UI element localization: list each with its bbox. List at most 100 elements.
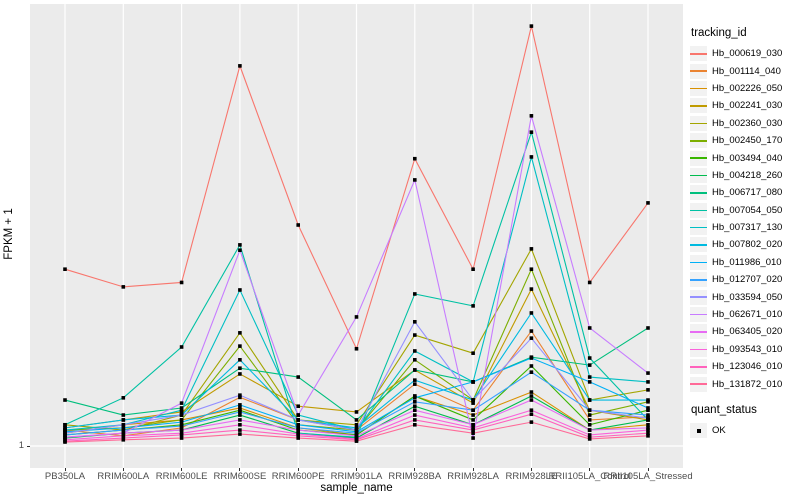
data-point bbox=[413, 349, 417, 353]
legend-line-swatch-icon bbox=[690, 359, 707, 375]
data-point bbox=[238, 248, 242, 252]
legend-line-swatch-icon bbox=[690, 324, 707, 340]
x-tick-label-RRIM928LA: RRIM928LA bbox=[447, 471, 499, 482]
legend-quant-status: quant_status OK bbox=[690, 404, 800, 439]
data-point bbox=[238, 428, 242, 432]
data-point bbox=[296, 418, 300, 422]
legend-line-swatch-icon bbox=[690, 272, 707, 288]
legend-title-quant-status: quant_status bbox=[691, 403, 757, 416]
data-point bbox=[646, 416, 650, 420]
data-point bbox=[471, 401, 475, 405]
data-point bbox=[238, 395, 242, 400]
data-point bbox=[529, 398, 534, 402]
legend-item-label: Hb_131872_010 bbox=[712, 378, 783, 390]
data-point bbox=[529, 356, 534, 360]
data-point bbox=[529, 329, 534, 333]
data-point bbox=[471, 380, 475, 384]
data-point bbox=[121, 431, 126, 435]
data-point bbox=[63, 267, 67, 271]
data-point bbox=[587, 408, 592, 412]
data-point bbox=[354, 431, 359, 435]
legend-line-swatch-icon bbox=[690, 341, 707, 357]
legend-item-label: Hb_062671_010 bbox=[712, 309, 783, 321]
data-point bbox=[354, 428, 359, 432]
legend-item-label: Hb_002360_030 bbox=[712, 117, 783, 129]
legend-item-label: Hb_000619_030 bbox=[712, 48, 783, 60]
data-point bbox=[587, 428, 592, 432]
x-tick-label-RRII105LA_Stressed: RRII105LA_Stressed bbox=[603, 471, 693, 482]
x-tick-label-RRIM600LE: RRIM600LE bbox=[155, 471, 208, 482]
data-point bbox=[646, 431, 650, 435]
data-point bbox=[471, 304, 475, 308]
legend-item-label: Hb_001114_040 bbox=[712, 65, 781, 77]
x-axis-tick bbox=[356, 468, 357, 471]
data-point bbox=[413, 418, 417, 422]
data-point bbox=[238, 410, 242, 414]
data-point bbox=[413, 156, 417, 161]
data-point bbox=[121, 426, 126, 430]
data-point bbox=[471, 413, 475, 417]
data-point bbox=[63, 398, 67, 402]
data-point bbox=[179, 424, 184, 428]
legend-line-swatch-icon bbox=[690, 220, 707, 236]
legend-item-Hb_007802_020: Hb_007802_020 bbox=[690, 236, 800, 253]
data-point bbox=[587, 422, 592, 427]
data-point bbox=[296, 426, 300, 430]
data-point bbox=[413, 378, 417, 382]
legend-item-label: Hb_011986_010 bbox=[712, 256, 782, 268]
x-tick-label-RRIM901LA: RRIM901LA bbox=[330, 471, 383, 482]
data-point bbox=[587, 437, 592, 441]
data-point bbox=[238, 422, 242, 427]
data-point bbox=[354, 422, 359, 427]
data-point bbox=[354, 426, 359, 430]
legend-item-label: Hb_002226_050 bbox=[712, 82, 783, 94]
legend-line-swatch-icon bbox=[690, 237, 707, 253]
data-point bbox=[471, 428, 475, 432]
data-point bbox=[587, 380, 592, 384]
plot-canvas bbox=[30, 4, 683, 468]
y-axis-tick bbox=[27, 446, 30, 447]
x-axis-tick bbox=[181, 468, 183, 471]
data-point bbox=[413, 422, 417, 427]
data-point bbox=[238, 403, 242, 407]
legend-item-label: Hb_002450_170 bbox=[712, 135, 783, 147]
data-point bbox=[413, 292, 417, 296]
data-point bbox=[646, 406, 650, 410]
data-point bbox=[179, 420, 184, 424]
legend-item-label: Hb_007054_050 bbox=[712, 204, 783, 216]
data-point bbox=[413, 400, 417, 404]
legend-line-swatch-icon bbox=[690, 167, 707, 183]
data-point bbox=[529, 412, 534, 416]
legend-line-swatch-icon bbox=[690, 289, 707, 305]
data-point bbox=[238, 331, 242, 335]
data-point bbox=[529, 370, 534, 374]
data-point bbox=[238, 432, 242, 436]
data-point bbox=[646, 380, 650, 384]
data-point bbox=[354, 439, 359, 443]
data-point bbox=[296, 375, 300, 379]
legend-item-label: Hb_007317_130 bbox=[712, 222, 783, 234]
data-point bbox=[471, 408, 475, 412]
data-point bbox=[413, 178, 417, 182]
x-tick-label-RRIM600PE: RRIM600PE bbox=[271, 471, 325, 482]
data-point bbox=[238, 288, 242, 292]
data-point bbox=[413, 368, 417, 372]
data-point bbox=[296, 434, 300, 438]
data-point bbox=[413, 413, 417, 417]
data-point bbox=[179, 406, 184, 410]
data-point bbox=[413, 408, 417, 412]
data-point bbox=[587, 413, 592, 417]
x-axis-tick bbox=[239, 468, 241, 471]
legend-item-label: Hb_093543_010 bbox=[712, 343, 783, 355]
x-tick-label-RRIM600LA: RRIM600LA bbox=[97, 471, 150, 482]
legend-line-swatch-icon bbox=[690, 307, 707, 323]
legend-item-label: Hb_007802_020 bbox=[712, 239, 783, 251]
legend-item-Hb_002241_030: Hb_002241_030 bbox=[690, 97, 800, 114]
legend-item-label: Hb_004218_260 bbox=[712, 169, 783, 181]
data-point bbox=[646, 201, 650, 205]
data-point bbox=[179, 401, 184, 405]
x-axis-tick bbox=[647, 468, 649, 471]
data-point bbox=[471, 398, 475, 402]
data-point bbox=[587, 433, 592, 437]
